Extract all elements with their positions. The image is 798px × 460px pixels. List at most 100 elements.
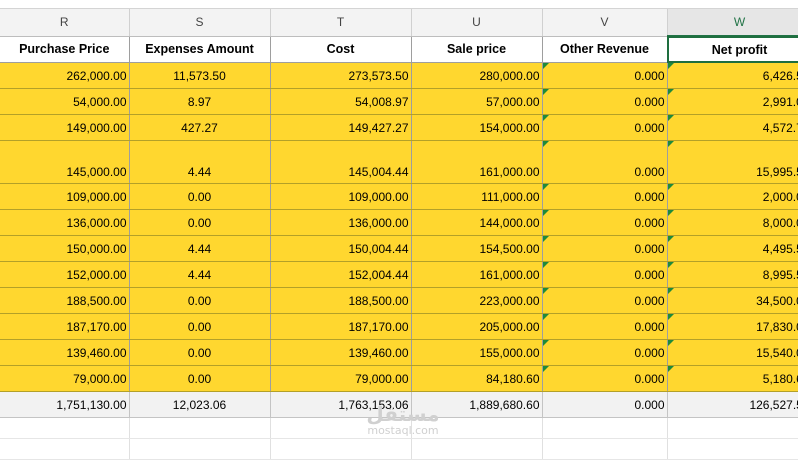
- column-header-u[interactable]: U: [411, 9, 543, 37]
- empty-cell[interactable]: [411, 417, 543, 439]
- cell-purchase-price[interactable]: 139,460.00: [0, 339, 130, 366]
- cell-cost[interactable]: 149,427.27: [270, 114, 412, 141]
- cell-sale-price[interactable]: 57,000.00: [411, 88, 543, 115]
- cell-expenses-amount[interactable]: 4.44: [129, 235, 271, 262]
- cell-cost[interactable]: 152,004.44: [270, 261, 412, 288]
- cell-other-revenue[interactable]: 0.000: [542, 313, 668, 340]
- cell-cost[interactable]: 273,573.50: [270, 62, 412, 89]
- cell-net-profit[interactable]: 5,180.60: [667, 365, 798, 392]
- cell-purchase-price[interactable]: 145,000.00: [0, 140, 130, 184]
- cell-cost[interactable]: 150,004.44: [270, 235, 412, 262]
- cell-purchase-price[interactable]: 150,000.00: [0, 235, 130, 262]
- column-header-w[interactable]: W: [667, 9, 798, 37]
- empty-cell[interactable]: [542, 438, 668, 460]
- cell-expenses-amount[interactable]: 427.27: [129, 114, 271, 141]
- header-net-profit[interactable]: Net profit: [667, 36, 798, 63]
- cell-expenses-amount[interactable]: 8.97: [129, 88, 271, 115]
- cell-purchase-price[interactable]: 152,000.00: [0, 261, 130, 288]
- empty-cell[interactable]: [129, 438, 271, 460]
- cell-expenses-amount[interactable]: 0.00: [129, 365, 271, 392]
- empty-cell[interactable]: [270, 438, 412, 460]
- cell-sale-price[interactable]: 154,500.00: [411, 235, 543, 262]
- cell-sale-price[interactable]: 155,000.00: [411, 339, 543, 366]
- cell-sale-price[interactable]: 161,000.00: [411, 140, 543, 184]
- header-other-revenue[interactable]: Other Revenue: [542, 36, 668, 63]
- cell-other-revenue[interactable]: 0.000: [542, 88, 668, 115]
- cell-other-revenue[interactable]: 0.000: [542, 365, 668, 392]
- cell-expenses-amount[interactable]: 4.44: [129, 140, 271, 184]
- cell-net-profit[interactable]: 6,426.50: [667, 62, 798, 89]
- cell-sale-price[interactable]: 154,000.00: [411, 114, 543, 141]
- cell-net-profit[interactable]: 2,991.03: [667, 88, 798, 115]
- cell-other-revenue[interactable]: 0.000: [542, 140, 668, 184]
- cell-cost[interactable]: 188,500.00: [270, 287, 412, 314]
- cell-net-profit[interactable]: 34,500.00: [667, 287, 798, 314]
- cell-other-revenue[interactable]: 0.000: [542, 287, 668, 314]
- cell-purchase-price[interactable]: 109,000.00: [0, 183, 130, 210]
- total-other-revenue[interactable]: 0.000: [542, 391, 668, 418]
- cell-expenses-amount[interactable]: 0.00: [129, 209, 271, 236]
- cell-purchase-price[interactable]: 188,500.00: [0, 287, 130, 314]
- cell-cost[interactable]: 79,000.00: [270, 365, 412, 392]
- empty-cell[interactable]: [270, 417, 412, 439]
- cell-other-revenue[interactable]: 0.000: [542, 339, 668, 366]
- cell-purchase-price[interactable]: 262,000.00: [0, 62, 130, 89]
- empty-cell[interactable]: [0, 417, 130, 439]
- cell-net-profit[interactable]: 2,000.00: [667, 183, 798, 210]
- column-header-s[interactable]: S: [129, 9, 271, 37]
- cell-sale-price[interactable]: 111,000.00: [411, 183, 543, 210]
- empty-cell[interactable]: [411, 438, 543, 460]
- cell-expenses-amount[interactable]: 0.00: [129, 287, 271, 314]
- header-cost[interactable]: Cost: [270, 36, 412, 63]
- cell-other-revenue[interactable]: 0.000: [542, 114, 668, 141]
- total-purchase-price[interactable]: 1,751,130.00: [0, 391, 130, 418]
- cell-purchase-price[interactable]: 149,000.00: [0, 114, 130, 141]
- column-header-v[interactable]: V: [542, 9, 668, 37]
- cell-net-profit[interactable]: 15,995.56: [667, 140, 798, 184]
- header-sale-price[interactable]: Sale price: [411, 36, 543, 63]
- empty-cell[interactable]: [129, 417, 271, 439]
- empty-cell[interactable]: [667, 438, 798, 460]
- cell-purchase-price[interactable]: 187,170.00: [0, 313, 130, 340]
- cell-other-revenue[interactable]: 0.000: [542, 62, 668, 89]
- cell-sale-price[interactable]: 144,000.00: [411, 209, 543, 236]
- cell-expenses-amount[interactable]: 11,573.50: [129, 62, 271, 89]
- cell-sale-price[interactable]: 223,000.00: [411, 287, 543, 314]
- cell-purchase-price[interactable]: 79,000.00: [0, 365, 130, 392]
- cell-expenses-amount[interactable]: 0.00: [129, 313, 271, 340]
- total-net-profit[interactable]: 126,527.54: [667, 391, 798, 418]
- cell-cost[interactable]: 54,008.97: [270, 88, 412, 115]
- empty-cell[interactable]: [542, 417, 668, 439]
- cell-sale-price[interactable]: 280,000.00: [411, 62, 543, 89]
- cell-other-revenue[interactable]: 0.000: [542, 183, 668, 210]
- cell-sale-price[interactable]: 84,180.60: [411, 365, 543, 392]
- cell-purchase-price[interactable]: 54,000.00: [0, 88, 130, 115]
- cell-expenses-amount[interactable]: 0.00: [129, 339, 271, 366]
- cell-cost[interactable]: 145,004.44: [270, 140, 412, 184]
- cell-other-revenue[interactable]: 0.000: [542, 261, 668, 288]
- cell-purchase-price[interactable]: 136,000.00: [0, 209, 130, 236]
- cell-net-profit[interactable]: 8,995.56: [667, 261, 798, 288]
- cell-net-profit[interactable]: 4,572.73: [667, 114, 798, 141]
- cell-sale-price[interactable]: 161,000.00: [411, 261, 543, 288]
- empty-cell[interactable]: [667, 417, 798, 439]
- cell-net-profit[interactable]: 17,830.00: [667, 313, 798, 340]
- cell-other-revenue[interactable]: 0.000: [542, 235, 668, 262]
- cell-cost[interactable]: 109,000.00: [270, 183, 412, 210]
- empty-cell[interactable]: [0, 438, 130, 460]
- column-header-r[interactable]: R: [0, 9, 130, 37]
- cell-cost[interactable]: 139,460.00: [270, 339, 412, 366]
- header-expenses-amount[interactable]: Expenses Amount: [129, 36, 271, 63]
- column-header-t[interactable]: T: [270, 9, 412, 37]
- cell-net-profit[interactable]: 8,000.00: [667, 209, 798, 236]
- cell-net-profit[interactable]: 15,540.00: [667, 339, 798, 366]
- total-cost[interactable]: 1,763,153.06: [270, 391, 412, 418]
- total-expenses-amount[interactable]: 12,023.06: [129, 391, 271, 418]
- cell-expenses-amount[interactable]: 4.44: [129, 261, 271, 288]
- cell-sale-price[interactable]: 205,000.00: [411, 313, 543, 340]
- cell-cost[interactable]: 187,170.00: [270, 313, 412, 340]
- header-purchase-price[interactable]: Purchase Price: [0, 36, 130, 63]
- cell-cost[interactable]: 136,000.00: [270, 209, 412, 236]
- cell-expenses-amount[interactable]: 0.00: [129, 183, 271, 210]
- cell-net-profit[interactable]: 4,495.56: [667, 235, 798, 262]
